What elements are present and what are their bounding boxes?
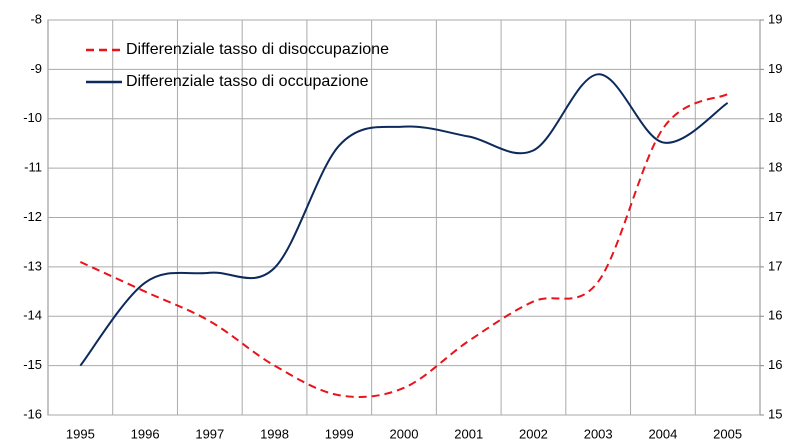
x-tick-label: 2002 [519, 426, 548, 441]
x-tick-label: 2000 [390, 426, 419, 441]
x-tick-label: 1999 [325, 426, 354, 441]
y2-tick-label: 17 [768, 258, 782, 273]
y-tick-label: -15 [23, 357, 42, 372]
y-tick-label: -9 [30, 61, 42, 76]
x-tick-label: 2005 [713, 426, 742, 441]
y-tick-label: -14 [23, 308, 42, 323]
x-tick-label: 1996 [131, 426, 160, 441]
y-tick-label: -12 [23, 209, 42, 224]
y2-tick-label: 18 [768, 110, 782, 125]
y2-tick-label: 19 [768, 11, 782, 26]
x-tick-label: 1995 [66, 426, 95, 441]
y-tick-label: -11 [24, 160, 42, 175]
x-tick-label: 2001 [454, 426, 483, 441]
series-line [79, 73, 729, 367]
y2-tick-label: 19 [768, 61, 782, 76]
y-tick-label: -8 [30, 11, 42, 26]
y-tick-label: -13 [23, 258, 42, 273]
x-tick-label: 1998 [260, 426, 289, 441]
y2-tick-label: 18 [768, 160, 782, 175]
y2-tick-label: 16 [768, 308, 782, 323]
legend-label: Differenziale tasso di occupazione [126, 73, 369, 90]
series-line [79, 93, 729, 398]
x-tick-label: 2003 [584, 426, 613, 441]
x-tick-label: 1997 [195, 426, 224, 441]
y2-tick-label: 16 [768, 357, 782, 372]
y2-tick-label: 15 [768, 406, 782, 421]
y-tick-label: -10 [23, 110, 42, 125]
x-tick-label: 2004 [648, 426, 677, 441]
legend-label: Differenziale tasso di disoccupazione [126, 41, 389, 58]
y2-tick-label: 17 [768, 209, 782, 224]
y-tick-label: -16 [23, 406, 42, 421]
